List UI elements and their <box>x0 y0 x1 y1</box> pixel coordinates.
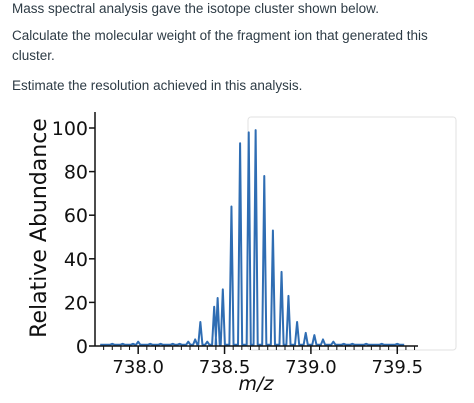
question-line-2: Calculate the molecular weight of the fr… <box>12 28 428 63</box>
y-tick-label: 40 <box>64 249 88 271</box>
y-tick-label: 80 <box>64 162 88 184</box>
chart-frame <box>247 116 457 351</box>
x-tick-label: 738.5 <box>199 357 251 378</box>
y-axis-ticks: 0 20 40 60 80 100 <box>52 118 95 358</box>
y-tick-label: 0 <box>76 336 88 358</box>
y-axis-label: Relative Abundance <box>27 118 52 338</box>
y-tick-label: 100 <box>52 118 88 140</box>
y-tick-label: 20 <box>64 292 88 314</box>
x-tick-label: 739.0 <box>285 357 337 378</box>
x-tick-label: 739.5 <box>372 357 424 378</box>
x-axis-ticks: 738.0 738.5 739.0 739.5 <box>112 346 423 378</box>
spectrum-line <box>100 129 405 346</box>
question-line-1: Mass spectral analysis gave the isotope … <box>12 1 379 16</box>
question-line-3: Estimate the resolution achieved in this… <box>12 78 303 93</box>
y-tick-label: 60 <box>64 205 88 227</box>
isotope-cluster-chart: 0 20 40 60 80 100 738.0 738.5 739.0 739.5 Relati… <box>27 112 457 395</box>
x-axis-label: m/z <box>239 373 275 395</box>
x-tick-label: 738.0 <box>112 357 164 378</box>
x-axis-minor-ticks <box>103 346 416 350</box>
